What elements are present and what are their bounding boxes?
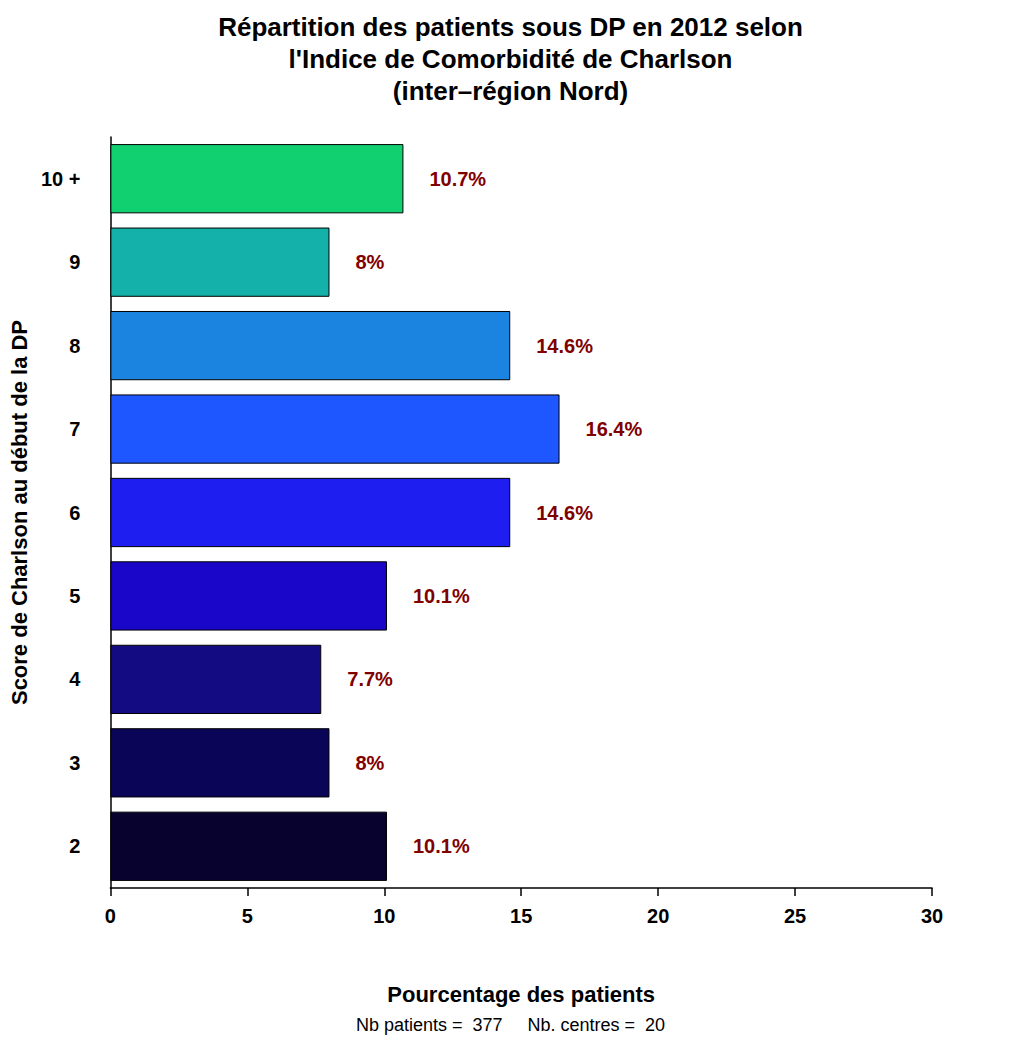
svg-text:Score de Charlson au début de: Score de Charlson au début de la DP bbox=[7, 320, 32, 705]
svg-text:10.7%: 10.7% bbox=[429, 168, 486, 190]
svg-text:3: 3 bbox=[69, 752, 80, 774]
svg-text:15: 15 bbox=[510, 905, 532, 927]
svg-text:4: 4 bbox=[69, 668, 81, 690]
svg-text:0: 0 bbox=[105, 905, 116, 927]
svg-text:6: 6 bbox=[69, 502, 80, 524]
svg-text:8: 8 bbox=[69, 335, 80, 357]
svg-text:14.6%: 14.6% bbox=[536, 502, 593, 524]
svg-text:9: 9 bbox=[69, 251, 80, 273]
svg-text:Pourcentage des patients: Pourcentage des patients bbox=[387, 982, 655, 1007]
svg-text:20: 20 bbox=[647, 905, 669, 927]
svg-text:8%: 8% bbox=[355, 251, 384, 273]
svg-text:(inter–région Nord): (inter–région Nord) bbox=[393, 76, 628, 106]
svg-text:5: 5 bbox=[69, 585, 80, 607]
svg-text:8%: 8% bbox=[355, 752, 384, 774]
svg-text:Nb patients = 377 Nb. cen: Nb patients = 377 Nb. centres = 20 bbox=[356, 1015, 665, 1035]
svg-text:2: 2 bbox=[69, 835, 80, 857]
svg-text:7: 7 bbox=[69, 418, 80, 440]
svg-text:5: 5 bbox=[242, 905, 253, 927]
svg-text:25: 25 bbox=[784, 905, 806, 927]
svg-text:Répartition des patients sous: Répartition des patients sous DP en 2012… bbox=[218, 12, 803, 42]
svg-text:16.4%: 16.4% bbox=[586, 418, 643, 440]
svg-text:10 +: 10 + bbox=[41, 168, 80, 190]
svg-text:10: 10 bbox=[373, 905, 395, 927]
svg-text:14.6%: 14.6% bbox=[536, 335, 593, 357]
svg-text:10.1%: 10.1% bbox=[413, 585, 470, 607]
svg-text:30: 30 bbox=[921, 905, 943, 927]
svg-text:10.1%: 10.1% bbox=[413, 835, 470, 857]
svg-text:l'Indice de Comorbidité de Cha: l'Indice de Comorbidité de Charlson bbox=[289, 44, 733, 74]
svg-text:7.7%: 7.7% bbox=[347, 668, 393, 690]
